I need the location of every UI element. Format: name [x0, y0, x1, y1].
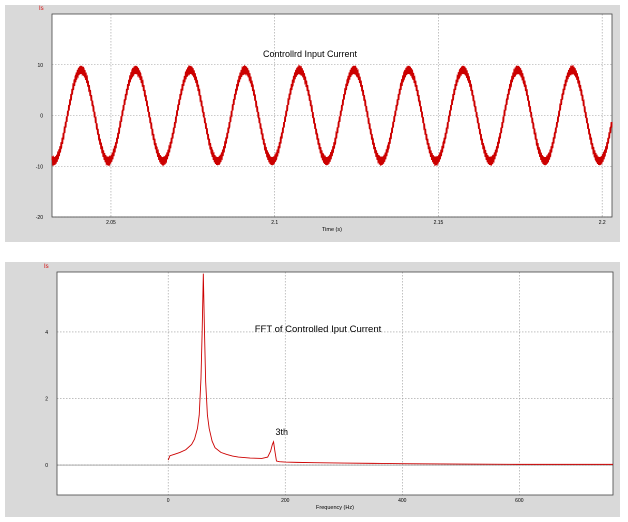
- y-tick-label: -20: [36, 215, 43, 221]
- y-tick-label: 0: [40, 114, 43, 120]
- y-tick-label: 2: [45, 396, 48, 402]
- x-tick-label: 2.05: [106, 220, 116, 226]
- x-tick-label: 2.15: [434, 220, 444, 226]
- fft-plot-panel: 0 200 400 600 0 2 4 Is Frequency (Hz) FFT of Cont…: [5, 262, 620, 517]
- x-tick-label: 600: [515, 498, 524, 504]
- y-tick-label: 4: [45, 330, 48, 336]
- y-tick-label: 0: [45, 463, 48, 469]
- x-axis-label: Frequency (Hz): [316, 505, 354, 511]
- y-tick-label: -10: [36, 164, 43, 170]
- chart-title: FFT of Controlled Iput Current: [255, 324, 382, 335]
- fft-plot: 0 200 400 600 0 2 4 Is Frequency (Hz) FFT of Cont…: [44, 264, 614, 511]
- x-tick-label: 2.2: [599, 220, 606, 226]
- plot-border: [51, 13, 613, 218]
- signal-name-label: Is: [39, 6, 44, 12]
- x-tick-label: 0: [167, 498, 170, 504]
- x-tick-label: 2.1: [271, 220, 278, 226]
- x-tick-label: 200: [281, 498, 290, 504]
- plot-border: [56, 271, 614, 496]
- time-plot: 2.05 2.1 2.15 2.2 -20 -10 0 10 Is Time (s) Control…: [36, 6, 613, 233]
- x-axis-label: Time (s): [322, 227, 342, 233]
- chart-title: Controllrd Input Current: [263, 49, 358, 59]
- time-plot-panel: 2.05 2.1 2.15 2.2 -20 -10 0 10 Is Time (s) Control…: [5, 5, 620, 242]
- y-tick-label: 10: [37, 63, 43, 69]
- current-waveform-line: [51, 64, 613, 167]
- harmonic-annotation: 3th: [276, 427, 289, 437]
- plot-area: [57, 272, 613, 495]
- signal-name-label: Is: [44, 264, 49, 270]
- fft-spectrum-line: [167, 273, 613, 465]
- x-tick-label: 400: [398, 498, 407, 504]
